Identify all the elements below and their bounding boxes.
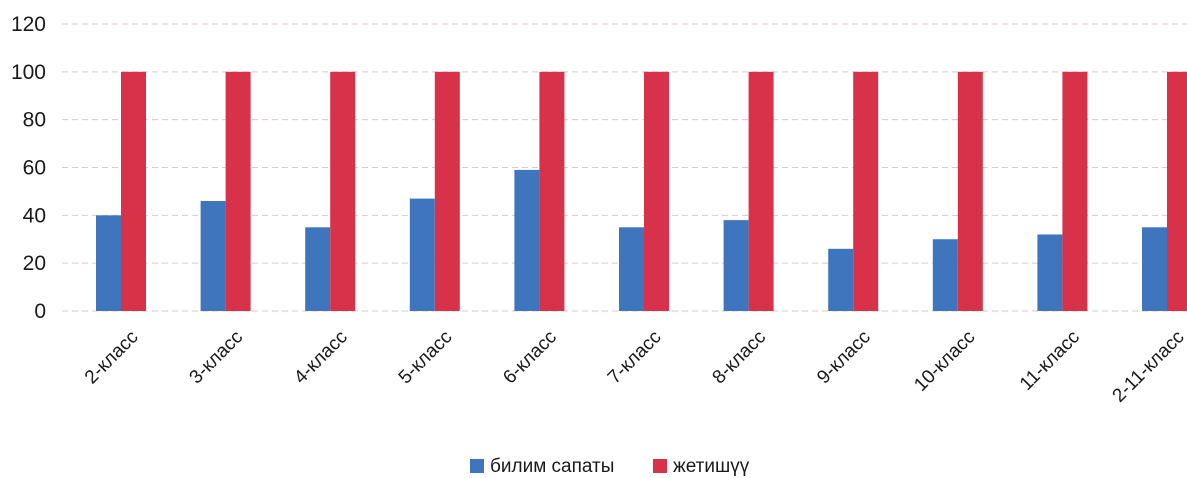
bar-bilim-sapaty-6 <box>723 220 749 311</box>
bar-bilim-sapaty-5 <box>619 227 644 311</box>
legend: билим сапаты жетишүү <box>470 456 750 477</box>
legend-swatch-series-1 <box>653 459 667 473</box>
x-category-label: 5-класс <box>395 327 457 389</box>
bar-bilim-sapaty-1 <box>200 200 226 311</box>
bar-jetishuu-3 <box>434 71 460 311</box>
bar-jetishuu-1 <box>225 71 251 311</box>
bar-jetishuu-8 <box>957 71 983 311</box>
y-tick-label: 40 <box>23 204 46 227</box>
bar-jetishuu-0 <box>121 71 146 311</box>
bar-bilim-sapaty-4 <box>514 169 540 311</box>
x-category-label: 8-класс <box>709 327 771 389</box>
y-tick-label: 20 <box>23 252 46 275</box>
bar-jetishuu-7 <box>853 71 879 311</box>
bar-bilim-sapaty-8 <box>932 239 958 311</box>
bar-bilim-sapaty-10 <box>1142 227 1167 311</box>
bar-jetishuu-6 <box>748 71 774 311</box>
bar-bilim-sapaty-9 <box>1037 234 1063 311</box>
bar-bilim-sapaty-0 <box>96 215 121 311</box>
bars <box>96 71 1187 311</box>
x-category-label: 3-класс <box>186 327 248 389</box>
x-category-label: 2-11-класс <box>1109 327 1187 407</box>
bar-jetishuu-4 <box>539 71 565 311</box>
x-category-label: 10-класс <box>910 327 979 396</box>
x-category-label: 7-класс <box>604 327 666 389</box>
y-tick-label: 120 <box>11 13 46 36</box>
bar-jetishuu-9 <box>1062 71 1088 311</box>
y-tick-label: 80 <box>23 109 46 132</box>
legend-label-series-1: жетишүү <box>673 456 750 477</box>
x-category-label: 4-класс <box>290 327 352 389</box>
bar-bilim-sapaty-2 <box>305 227 331 311</box>
x-category-label: 11-класс <box>1016 327 1084 395</box>
bar-bilim-sapaty-3 <box>409 198 435 311</box>
legend-swatch-series-0 <box>470 459 484 473</box>
bar-jetishuu-2 <box>330 71 356 311</box>
x-category-label: 6-класс <box>499 327 561 389</box>
y-tick-label: 60 <box>23 157 46 180</box>
y-tick-label: 100 <box>11 61 46 84</box>
x-category-label: 2-класс <box>81 327 143 389</box>
bar-bilim-sapaty-7 <box>828 248 854 311</box>
x-axis-labels: 2-класс 3-класс 4-класс 5-класс 6-класс 7-кла… <box>81 327 1187 407</box>
y-axis-ticks: 0 20 40 60 80 100 120 <box>11 13 46 323</box>
y-tick-label: 0 <box>34 300 46 323</box>
legend-label-series-0: билим сапаты <box>490 456 614 477</box>
bar-jetishuu-5 <box>644 71 669 311</box>
bar-jetishuu-10 <box>1167 71 1187 311</box>
x-category-label: 9-класс <box>813 327 875 389</box>
